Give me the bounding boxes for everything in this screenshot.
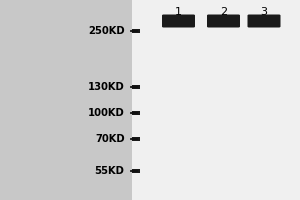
Bar (132, 169, 140, 173)
FancyBboxPatch shape (132, 0, 300, 200)
FancyBboxPatch shape (207, 15, 240, 27)
Text: 70KD: 70KD (95, 134, 124, 144)
FancyBboxPatch shape (248, 15, 280, 27)
Text: 2: 2 (220, 7, 227, 17)
Text: 3: 3 (260, 7, 268, 17)
Text: 250KD: 250KD (88, 26, 124, 36)
Bar (132, 29, 140, 33)
Text: 100KD: 100KD (88, 108, 124, 118)
Bar (132, 85, 140, 89)
Text: 1: 1 (175, 7, 182, 17)
Text: 55KD: 55KD (94, 166, 124, 176)
Text: 130KD: 130KD (88, 82, 124, 92)
Bar (132, 111, 140, 115)
Bar (132, 137, 140, 141)
FancyBboxPatch shape (162, 15, 195, 27)
